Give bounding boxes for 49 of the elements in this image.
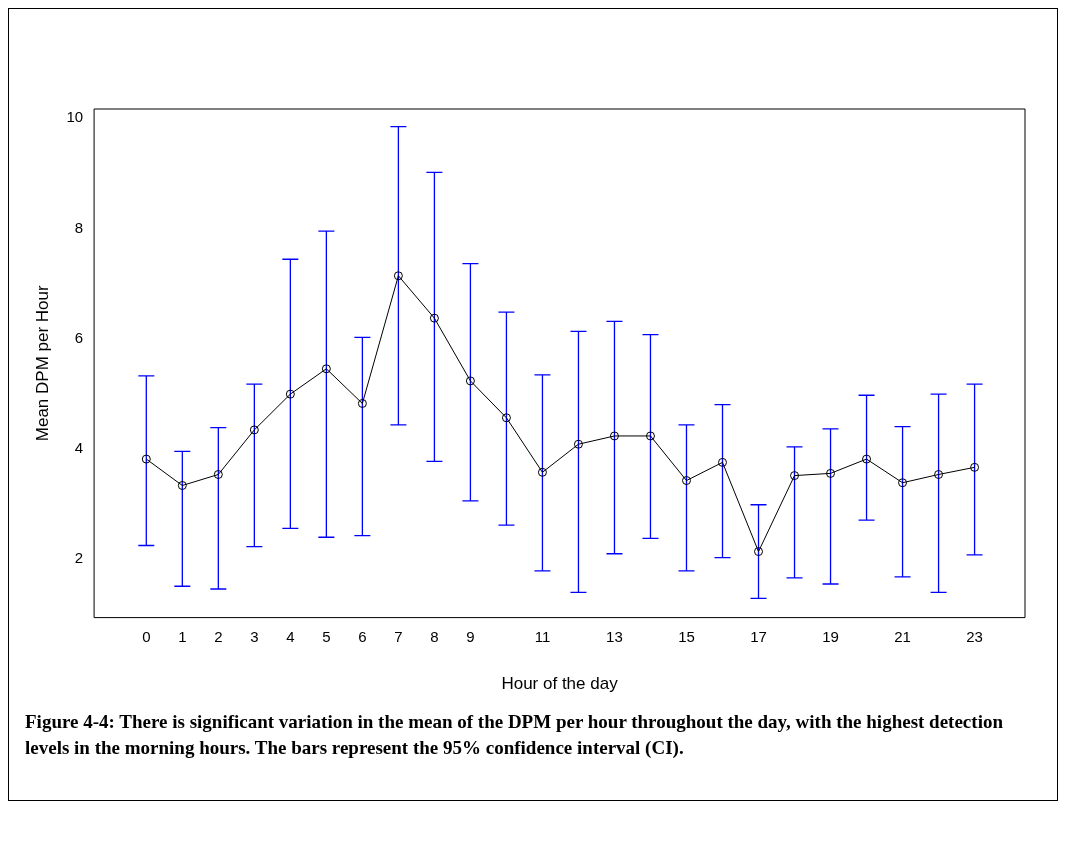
x-tick-label: 5 <box>322 627 331 645</box>
point <box>862 454 872 464</box>
x-tick-label: 3 <box>250 627 259 645</box>
point <box>213 469 223 479</box>
x-axis-title: Hour of the day <box>501 674 619 694</box>
x-tick-label: 8 <box>430 627 439 645</box>
x-tick-label: 0 <box>142 627 151 645</box>
point <box>357 398 367 408</box>
caption: Figure 4-4: There is significant variation in the mean of the DPM per hour throughout the day, with the highest detection levels in the morning hours. The bars represent the 95% confidence interval (CI). <box>24 710 1004 760</box>
x-tick-label: 19 <box>822 627 839 645</box>
x-tick-label: 11 <box>534 627 551 645</box>
point <box>681 476 691 486</box>
point <box>826 468 836 478</box>
y-axis-title: Mean DPM per Hour <box>32 285 52 442</box>
point <box>141 454 151 464</box>
point <box>970 462 980 472</box>
point <box>645 431 655 441</box>
x-tick-label: 17 <box>750 627 767 645</box>
point <box>249 425 259 435</box>
point <box>790 471 800 481</box>
x-tick-label: 13 <box>606 627 623 645</box>
x-tick-label: 21 <box>894 627 911 645</box>
x-tick-label: 1 <box>178 627 187 645</box>
x-tick-label: 9 <box>466 627 475 645</box>
y-tick-label: 2 <box>74 548 84 566</box>
y-tick-label: 6 <box>74 328 84 346</box>
point <box>934 469 944 479</box>
x-tick-label: 6 <box>358 627 367 645</box>
x-tick-label: 2 <box>214 627 223 645</box>
point <box>501 413 511 423</box>
x-tick-label: 23 <box>966 627 983 645</box>
point <box>393 271 403 281</box>
y-tick-label: 8 <box>74 218 84 236</box>
point <box>285 389 295 399</box>
point <box>537 467 547 477</box>
y-tick-label: 4 <box>74 438 84 456</box>
point <box>177 481 187 490</box>
point <box>321 364 331 374</box>
point <box>609 431 619 441</box>
x-tick-label: 7 <box>394 627 403 645</box>
point <box>573 439 583 449</box>
point <box>429 313 439 323</box>
point <box>754 547 764 557</box>
y-tick-label: 10 <box>66 108 84 126</box>
point <box>465 376 475 386</box>
x-tick-label: 4 <box>286 627 295 645</box>
x-tick-label: 15 <box>678 627 695 645</box>
point <box>898 478 908 488</box>
point <box>718 457 727 467</box>
